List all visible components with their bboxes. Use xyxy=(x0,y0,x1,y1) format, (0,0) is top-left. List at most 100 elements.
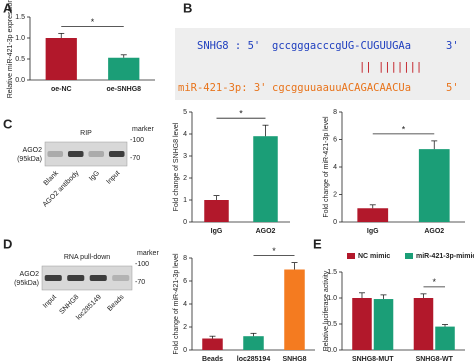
bar xyxy=(352,298,372,350)
legend-swatch xyxy=(347,253,355,259)
lane-label: AGO2 antibody xyxy=(42,169,81,208)
seq-name: SNHG8 : 5' xyxy=(197,40,260,52)
y-tick-label: 2 xyxy=(183,324,187,331)
x-tick-label: oe-SNHG8 xyxy=(106,86,141,93)
y-tick-label: 0 xyxy=(183,219,187,226)
bar xyxy=(108,57,140,80)
bar xyxy=(45,38,77,80)
blot-band xyxy=(67,275,85,281)
y-tick-label: 1.5 xyxy=(327,269,337,276)
significance: * xyxy=(432,277,436,287)
y-tick-label: 2 xyxy=(183,175,187,182)
y-tick-label: 8 xyxy=(183,255,187,262)
marker-tick: -70 xyxy=(130,155,140,162)
bar xyxy=(373,299,394,350)
y-axis-label: Relative miR-421-3p expression xyxy=(7,0,14,98)
y-tick-label: 1.0 xyxy=(327,295,337,302)
legend-swatch xyxy=(405,253,413,259)
panel-label: C xyxy=(3,116,13,131)
blot-image xyxy=(41,265,133,291)
lane-label: Input xyxy=(106,170,122,186)
x-tick-label: AGO2 xyxy=(424,228,444,235)
y-tick-label: 5 xyxy=(183,109,187,116)
lane-label: Input xyxy=(42,294,58,310)
panel-label: E xyxy=(313,236,322,251)
y-tick-label: 0.5 xyxy=(15,56,25,63)
y-tick-label: 4 xyxy=(183,131,187,138)
panel-label: B xyxy=(183,0,192,15)
marker-tick: -100 xyxy=(135,261,149,268)
blot-protein: AGO2 xyxy=(23,147,43,154)
seq-end: 3' xyxy=(446,40,459,52)
y-tick-label: 6 xyxy=(183,278,187,285)
bar xyxy=(204,200,229,222)
y-tick-label: 0 xyxy=(333,219,337,226)
y-axis-label: Fold change of miR-421-3p level xyxy=(323,116,330,218)
seq-pairs: || ||||||| xyxy=(359,61,422,73)
bar xyxy=(202,338,223,350)
x-tick-label: oe-NC xyxy=(51,86,72,93)
x-tick-label: IgG xyxy=(211,228,223,235)
x-tick-label: loc285194 xyxy=(237,356,271,363)
blot-band xyxy=(89,275,107,281)
x-tick-label: IgG xyxy=(367,228,379,235)
x-tick-label: Beads xyxy=(202,356,223,363)
y-axis-label: Fold change of SNHG8 level xyxy=(173,122,180,211)
y-tick-label: 3 xyxy=(183,153,187,160)
marker-label: marker xyxy=(137,250,159,257)
blot-band xyxy=(44,275,62,281)
y-tick-label: 0 xyxy=(183,347,187,354)
bar xyxy=(253,136,278,222)
y-tick-label: 0.5 xyxy=(327,321,337,328)
significance: * xyxy=(402,124,406,134)
blot-band xyxy=(108,151,125,157)
y-tick-label: 0.0 xyxy=(327,347,337,354)
lane-label: Beads xyxy=(106,293,125,312)
blot-protein: AGO2 xyxy=(20,271,40,278)
marker-label: marker xyxy=(132,126,154,133)
bar xyxy=(357,208,389,222)
y-tick-label: 1.0 xyxy=(15,35,25,42)
y-tick-label: 4 xyxy=(183,301,187,308)
y-tick-label: 6 xyxy=(333,136,337,143)
significance: * xyxy=(272,246,276,256)
blot-band xyxy=(88,151,105,157)
significance: * xyxy=(91,17,95,27)
y-tick-label: 2 xyxy=(333,191,337,198)
blot-title: RNA pull-down xyxy=(64,254,110,261)
seq: cgcgguuaauuACAGACAACUa xyxy=(272,82,411,94)
seq: gccgggacccgUG-CUGUUGAa xyxy=(272,40,411,52)
y-tick-label: 4 xyxy=(333,164,337,171)
blot-size: (95kDa) xyxy=(14,280,39,287)
y-tick-label: 1.5 xyxy=(15,14,25,21)
blot-band xyxy=(47,151,64,157)
marker-tick: -70 xyxy=(135,279,145,286)
blot-band xyxy=(67,151,84,157)
y-axis-label: Relative luciferase activity xyxy=(323,270,330,351)
x-tick-label: SNHG8 xyxy=(282,356,306,363)
blot-band xyxy=(112,275,130,281)
legend-label: miR-421-3p-mimic xyxy=(416,253,474,260)
bar xyxy=(284,269,305,350)
y-tick-label: 0.0 xyxy=(15,77,25,84)
y-axis-label: Fold change of miR-421-3p level xyxy=(173,253,180,355)
bar xyxy=(435,326,455,350)
x-tick-label: SNHG8-WT xyxy=(416,356,454,363)
lane-label: IgG xyxy=(88,170,101,183)
lane-label: Blank xyxy=(43,169,61,187)
blot-size: (95kDa) xyxy=(17,156,42,163)
blot-title: RIP xyxy=(80,130,92,137)
x-tick-label: AGO2 xyxy=(256,228,276,235)
legend-label: NC mimic xyxy=(358,253,390,260)
panel-label: D xyxy=(3,236,12,251)
marker-tick: -100 xyxy=(130,137,144,144)
seq-name: miR-421-3p: 3' xyxy=(178,82,267,94)
significance: * xyxy=(239,109,243,119)
x-tick-label: SNHG8-MUT xyxy=(352,356,394,363)
panel-label: A xyxy=(3,0,13,15)
bar xyxy=(413,298,434,350)
bar xyxy=(418,149,450,222)
sequence-box xyxy=(175,28,470,100)
bar xyxy=(243,336,264,350)
